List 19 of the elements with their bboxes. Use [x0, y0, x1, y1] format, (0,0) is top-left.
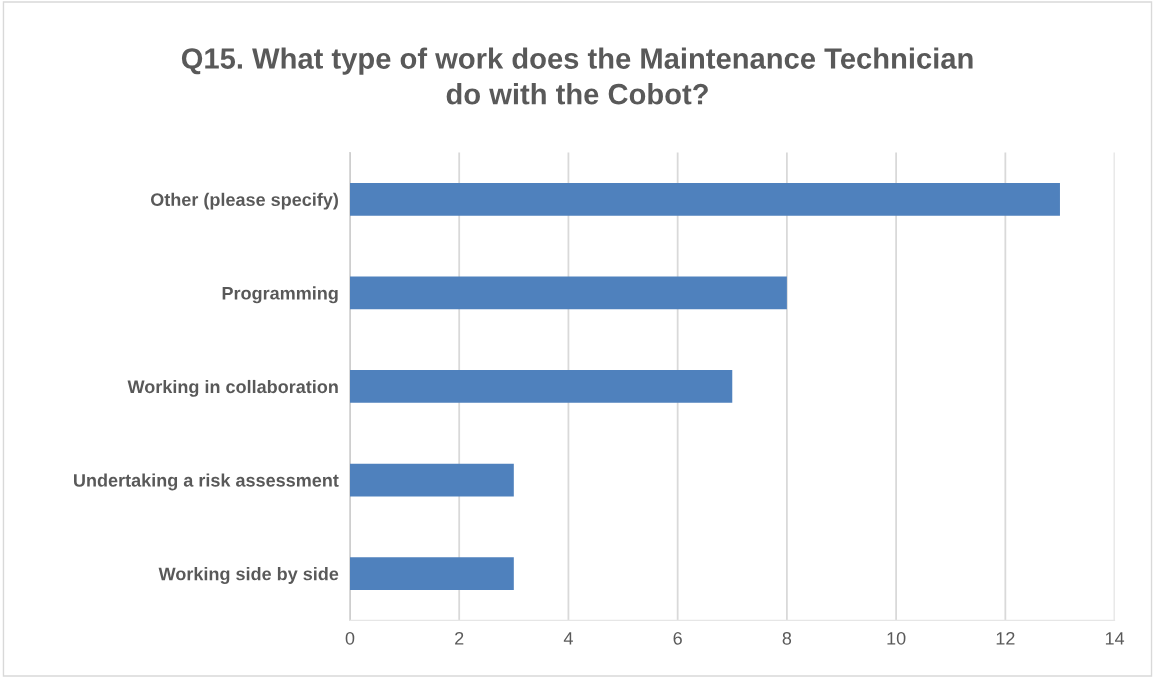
bar — [349, 370, 733, 403]
x-tick-label: 8 — [782, 631, 792, 645]
x-tick-label: 2 — [455, 631, 464, 645]
x-tick-label: 10 — [887, 631, 906, 645]
chart-title: Q15. What type of work does the Maintenance Technician do with the Cobot? — [181, 47, 973, 105]
x-tick-label: 0 — [345, 631, 355, 645]
y-tick-label: Undertaking a risk assessment — [74, 473, 339, 491]
bar — [349, 276, 787, 310]
x-tick-label: 12 — [996, 631, 1015, 645]
bar — [349, 557, 514, 590]
x-tick-label: 4 — [563, 632, 573, 645]
bar — [349, 182, 1060, 216]
x-tick-label: 14 — [1105, 632, 1125, 645]
y-tick-label: Working side by side — [158, 567, 339, 584]
bar — [349, 463, 514, 497]
y-tick-label: Other (please specify) — [150, 192, 338, 210]
y-tick-label: Working in collaboration — [127, 379, 338, 397]
x-tick-label: 6 — [673, 631, 682, 645]
y-tick-label: Programming — [222, 286, 338, 304]
